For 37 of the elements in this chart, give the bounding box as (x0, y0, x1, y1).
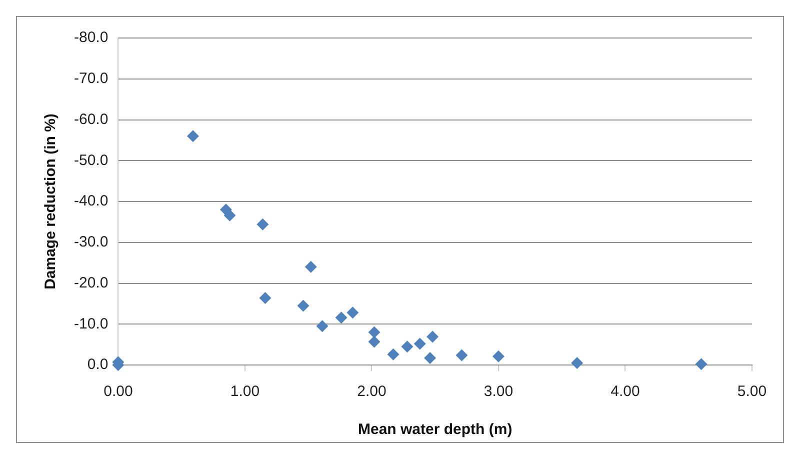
x-tick-label: 2.00 (357, 383, 386, 400)
point (695, 358, 708, 370)
y-tick-label: -10.0 (74, 315, 108, 332)
y-tick-label: -80.0 (74, 29, 108, 46)
y-tick-label: -20.0 (74, 274, 108, 292)
point (304, 260, 317, 273)
y-tick-label: -60.0 (74, 110, 108, 128)
x-tick-label: 4.00 (610, 383, 640, 400)
point (256, 218, 269, 230)
y-tick-label: -70.0 (74, 70, 108, 88)
y-tick-label: -40.0 (74, 192, 108, 210)
x-tick-label: 1.00 (230, 383, 260, 400)
point (346, 306, 359, 319)
point (571, 356, 584, 369)
point (335, 312, 348, 324)
point (186, 130, 199, 142)
x-tick-label: 0.00 (104, 383, 133, 400)
point (316, 320, 328, 332)
y-tick-label: -50.0 (74, 152, 108, 169)
point (401, 340, 414, 353)
point (368, 336, 380, 348)
point (414, 338, 426, 350)
point (297, 300, 310, 312)
x-tick-label: 5.00 (737, 383, 767, 400)
point (387, 348, 400, 360)
y-axis-title: Damage reduction (in %) (42, 114, 60, 290)
point (492, 350, 504, 362)
point (259, 292, 272, 304)
point (424, 352, 436, 364)
point (224, 209, 236, 222)
point (426, 330, 439, 343)
x-tick-label: 3.00 (484, 383, 514, 400)
y-tick-label: 0.0 (87, 356, 108, 374)
point (368, 326, 380, 338)
y-tick-label: -30.0 (74, 234, 108, 251)
x-axis-title: Mean water depth (m) (358, 421, 512, 438)
point (456, 349, 468, 362)
